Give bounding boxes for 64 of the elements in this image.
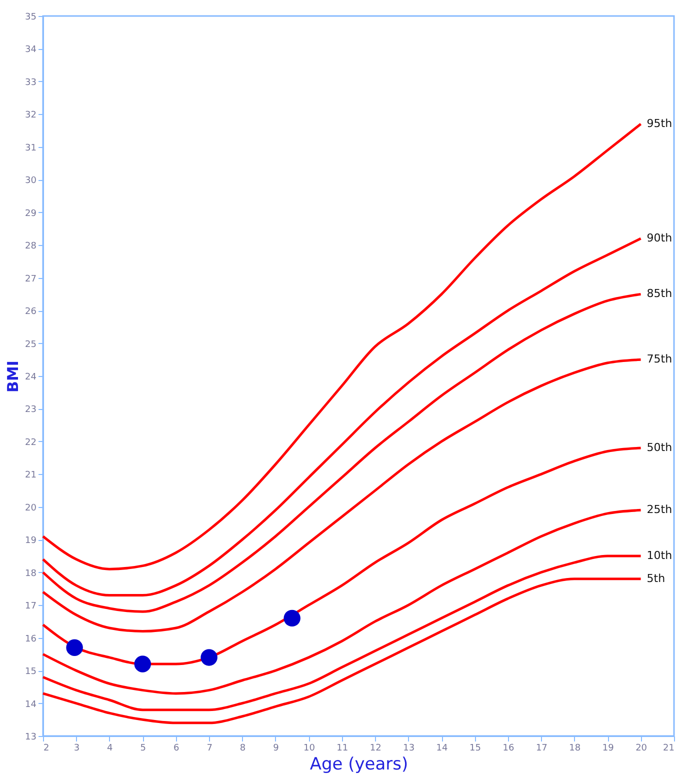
- x-tick-label: 14: [436, 744, 448, 754]
- x-tick-label: 19: [602, 744, 614, 754]
- y-tick-label: 32: [25, 110, 36, 121]
- x-tick-label: 8: [240, 744, 246, 754]
- y-tick-label: 21: [25, 470, 36, 481]
- y-tick-label: 33: [25, 78, 36, 88]
- line-series: [42, 508, 642, 695]
- line-series: [42, 358, 642, 633]
- x-tick-label: 3: [74, 744, 80, 754]
- x-tick-label: 16: [502, 744, 514, 754]
- y-tick-label: 19: [25, 536, 37, 546]
- x-tick-label: 5: [140, 744, 146, 754]
- y-tick-label: 25: [25, 340, 36, 350]
- y-tick-label: 31: [25, 143, 36, 154]
- point: [200, 649, 218, 666]
- line-series: [42, 578, 642, 724]
- line-series: [42, 237, 642, 597]
- y-tick-label: 15: [25, 667, 36, 678]
- x-tick-label: 20: [636, 744, 648, 754]
- y-tick-label: 30: [25, 176, 37, 186]
- line-series: [42, 292, 642, 613]
- x-tick-label: 13: [403, 744, 415, 754]
- point: [134, 656, 151, 672]
- y-tick-label: 13: [25, 732, 36, 742]
- y-tick-label: 17: [25, 602, 36, 612]
- series-label: 90th: [646, 232, 672, 245]
- y-axis-title: BMI: [4, 360, 22, 392]
- y-tick-label: 14: [25, 700, 37, 710]
- series-label: 25th: [646, 503, 672, 516]
- y-tick-label: 27: [25, 274, 36, 284]
- point: [284, 610, 300, 627]
- x-tick-label: 18: [569, 744, 581, 754]
- y-tick-label: 24: [25, 372, 37, 382]
- x-tick-label: 6: [173, 744, 180, 754]
- y-tick-label: 23: [25, 405, 36, 416]
- y-tick-label: 18: [25, 568, 37, 579]
- x-axis-title: Age (years): [310, 754, 408, 774]
- y-tick-label: 28: [25, 242, 37, 252]
- y-tick-label: 22: [25, 438, 36, 448]
- line-series: [42, 554, 642, 712]
- x-tick-label: 4: [107, 744, 114, 754]
- x-tick-label: 9: [273, 744, 280, 754]
- x-tick-label: 11: [336, 744, 348, 754]
- y-tick-label: 16: [25, 634, 37, 644]
- x-tick-label: 15: [470, 744, 481, 754]
- x-tick-label: 12: [370, 744, 382, 754]
- series-label: 75th: [646, 352, 672, 366]
- x-tick-label: 2: [44, 744, 50, 754]
- series-label: 95th: [646, 117, 672, 130]
- y-tick-label: 34: [25, 45, 37, 56]
- x-tick-label: 17: [536, 744, 548, 754]
- x-tick-label: 10: [303, 744, 316, 754]
- series-label: 5th: [646, 572, 666, 585]
- series-label: 50th: [646, 441, 672, 454]
- y-tick-label: 35: [25, 12, 36, 22]
- line-series: [42, 122, 642, 570]
- y-tick-label: 26: [25, 307, 37, 318]
- y-tick-label: 29: [25, 208, 37, 219]
- series-label: 10th: [646, 549, 672, 562]
- point: [66, 639, 83, 656]
- y-tick-label: 20: [25, 503, 37, 514]
- series-label: 85th: [646, 287, 672, 300]
- x-tick-label: 7: [206, 744, 212, 754]
- x-tick-label: 21: [663, 744, 674, 754]
